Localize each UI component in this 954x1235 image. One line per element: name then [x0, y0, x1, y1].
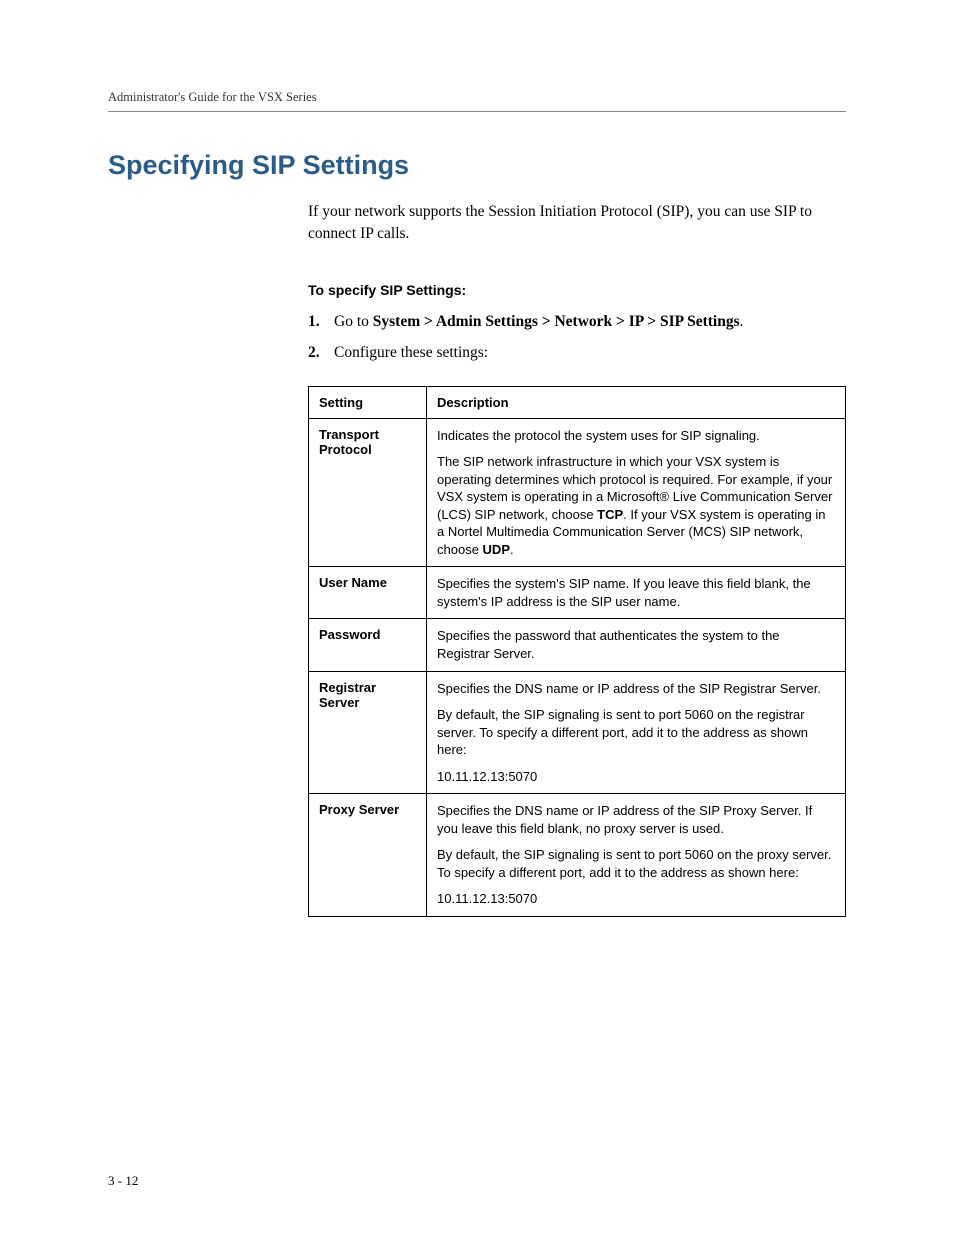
desc-paragraph: By default, the SIP signaling is sent to… [437, 706, 835, 759]
desc-paragraph: Specifies the DNS name or IP address of … [437, 802, 835, 837]
settings-table: Setting Description Transport Protocol I… [308, 386, 846, 917]
desc-paragraph: The SIP network infrastructure in which … [437, 453, 835, 558]
desc-paragraph: Indicates the protocol the system uses f… [437, 427, 835, 445]
desc-bold: TCP [597, 507, 623, 522]
table-row: User Name Specifies the system's SIP nam… [309, 567, 846, 619]
table-row: Password Specifies the password that aut… [309, 619, 846, 671]
desc-text: . [510, 542, 514, 557]
intro-paragraph: If your network supports the Session Ini… [308, 201, 846, 246]
step-2: 2. Configure these settings: [308, 341, 846, 366]
step-body: Configure these settings: [334, 341, 846, 366]
table-header-row: Setting Description [309, 386, 846, 418]
nav-path: System > Admin Settings > Network > IP >… [373, 313, 740, 330]
procedure-subheading: To specify SIP Settings: [308, 282, 846, 298]
setting-name: Proxy Server [309, 794, 427, 917]
col-description: Description [427, 386, 846, 418]
setting-name: Password [309, 619, 427, 671]
table-row: Proxy Server Specifies the DNS name or I… [309, 794, 846, 917]
col-setting: Setting [309, 386, 427, 418]
setting-description: Indicates the protocol the system uses f… [427, 418, 846, 567]
setting-description: Specifies the system's SIP name. If you … [427, 567, 846, 619]
step-body: Go to System > Admin Settings > Network … [334, 310, 846, 335]
running-header: Administrator's Guide for the VSX Series [108, 90, 846, 112]
desc-paragraph: 10.11.12.13:5070 [437, 890, 835, 908]
table-row: Transport Protocol Indicates the protoco… [309, 418, 846, 567]
table-row: Registrar Server Specifies the DNS name … [309, 671, 846, 794]
setting-description: Specifies the DNS name or IP address of … [427, 794, 846, 917]
setting-name: Registrar Server [309, 671, 427, 794]
setting-description: Specifies the DNS name or IP address of … [427, 671, 846, 794]
step-text-suffix: . [740, 313, 744, 330]
desc-bold: UDP [483, 542, 510, 557]
desc-paragraph: Specifies the password that authenticate… [437, 627, 835, 662]
desc-paragraph: Specifies the system's SIP name. If you … [437, 575, 835, 610]
steps-list: 1. Go to System > Admin Settings > Netwo… [308, 310, 846, 366]
desc-paragraph: 10.11.12.13:5070 [437, 768, 835, 786]
step-text-prefix: Go to [334, 313, 373, 330]
step-1: 1. Go to System > Admin Settings > Netwo… [308, 310, 846, 335]
desc-paragraph: Specifies the DNS name or IP address of … [437, 680, 835, 698]
setting-name: Transport Protocol [309, 418, 427, 567]
step-number: 1. [308, 310, 334, 335]
section-heading: Specifying SIP Settings [108, 150, 846, 181]
step-number: 2. [308, 341, 334, 366]
page-number: 3 - 12 [108, 1173, 138, 1189]
setting-description: Specifies the password that authenticate… [427, 619, 846, 671]
setting-name: User Name [309, 567, 427, 619]
desc-paragraph: By default, the SIP signaling is sent to… [437, 846, 835, 881]
